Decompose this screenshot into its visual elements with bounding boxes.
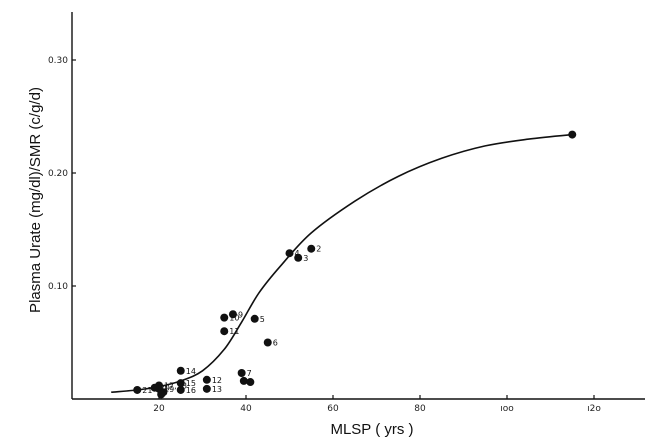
x-axis-title: MLSP ( yrs ) xyxy=(330,421,413,438)
data-point xyxy=(176,379,185,388)
data-point-label: 17,18 xyxy=(164,381,187,390)
data-point-label: 12 xyxy=(212,376,222,385)
data-point xyxy=(150,383,159,392)
x-tick-label: 60 xyxy=(327,404,339,414)
x-tick-label: 80 xyxy=(414,404,426,414)
data-point-label: 21 xyxy=(142,386,152,395)
x-tick-label: ı2o xyxy=(587,404,601,414)
data-point xyxy=(228,310,237,319)
data-point xyxy=(176,366,185,375)
data-point xyxy=(220,327,229,336)
data-point xyxy=(220,313,229,322)
data-point-label: 7 xyxy=(247,369,252,378)
data-point-label: 2 xyxy=(316,245,321,254)
data-point xyxy=(133,385,142,394)
data-point xyxy=(176,385,185,394)
y-axis-title: Plasma Urate (mg/dl)/SMR (c/g/d) xyxy=(27,87,44,313)
fitted-curve xyxy=(111,133,573,393)
data-point-label: 4 xyxy=(295,249,300,258)
data-point xyxy=(263,338,272,347)
data-point-label: 11 xyxy=(229,327,239,336)
y-tick-label: 0.20 xyxy=(48,169,68,179)
data-point-label: 15 xyxy=(186,379,196,388)
data-point-label: 20 xyxy=(160,384,170,393)
data-point xyxy=(237,369,246,378)
data-point xyxy=(157,390,166,399)
data-point-label: 6 xyxy=(273,339,278,348)
data-point xyxy=(285,249,294,258)
data-point xyxy=(250,314,259,323)
data-point-label: 14 xyxy=(186,367,196,376)
data-point-label: 16 xyxy=(186,386,196,395)
data-point xyxy=(202,375,211,384)
data-point-label: 5 xyxy=(260,315,265,324)
data-point xyxy=(202,384,211,393)
y-tick-label: 0.10 xyxy=(48,282,68,292)
data-point xyxy=(307,244,316,253)
data-point xyxy=(294,253,303,262)
data-point-label: 9 xyxy=(238,310,243,319)
x-tick-label: 40 xyxy=(240,404,252,414)
data-point-label: 19 xyxy=(164,385,174,394)
data-point xyxy=(239,376,248,385)
data-point xyxy=(568,130,577,139)
x-tick-label: 20 xyxy=(153,404,165,414)
data-point-label: 3 xyxy=(303,254,308,263)
y-axis-ticks: 0.10 0.20 0.30 xyxy=(48,56,76,292)
x-axis-ticks: 20 40 60 80 ıoo ı2o xyxy=(153,395,601,414)
data-point-label: 13 xyxy=(212,385,222,394)
data-point-label: 10 xyxy=(229,314,239,323)
data-point xyxy=(246,378,255,387)
y-tick-label: 0.30 xyxy=(48,56,68,66)
x-tick-label: ıoo xyxy=(500,404,514,414)
